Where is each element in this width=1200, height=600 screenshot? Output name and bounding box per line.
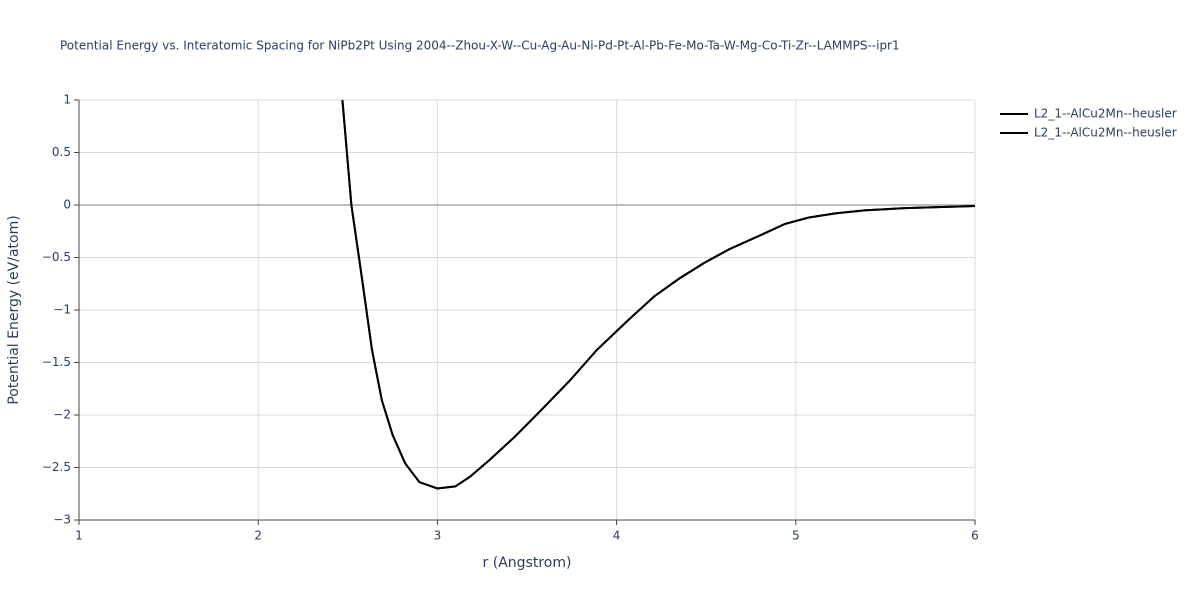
y-tick-label: 0 bbox=[63, 198, 71, 212]
legend-label[interactable]: L2_1--AlCu2Mn--heusler bbox=[1034, 107, 1177, 121]
x-tick-label: 3 bbox=[434, 529, 442, 543]
legend[interactable]: L2_1--AlCu2Mn--heusler L2_1--AlCu2Mn--heu… bbox=[1000, 107, 1177, 140]
x-tick-label: 6 bbox=[971, 529, 979, 543]
legend-label[interactable]: L2_1--AlCu2Mn--heusler bbox=[1034, 126, 1177, 140]
x-tick-label: 1 bbox=[75, 529, 83, 543]
y-tick-label: −1 bbox=[53, 303, 71, 317]
y-tick-label: −1.5 bbox=[42, 355, 71, 369]
y-tick-label: −0.5 bbox=[42, 250, 71, 264]
x-axis-label: r (Angstrom) bbox=[483, 555, 572, 571]
line-series bbox=[341, 100, 975, 490]
x-tick-label: 5 bbox=[792, 529, 800, 543]
y-tick-label: −2.5 bbox=[42, 460, 71, 474]
chart-title: Potential Energy vs. Interatomic Spacing… bbox=[60, 39, 900, 53]
x-tick-label: 2 bbox=[254, 529, 262, 543]
y-tick-label: 1 bbox=[63, 93, 71, 107]
x-tick-label: 4 bbox=[613, 529, 621, 543]
y-tick-label: −2 bbox=[53, 408, 71, 422]
y-tick-label: −3 bbox=[53, 513, 71, 527]
plot-area bbox=[341, 100, 975, 490]
y-axis-label: Potential Energy (eV/atom) bbox=[6, 215, 22, 404]
grid: 1 2 3 4 5 6 −3 −2.5 −2 −1.5 −1 −0.5 0 0.5 1 bbox=[42, 93, 979, 543]
y-tick-label: 0.5 bbox=[52, 145, 71, 159]
